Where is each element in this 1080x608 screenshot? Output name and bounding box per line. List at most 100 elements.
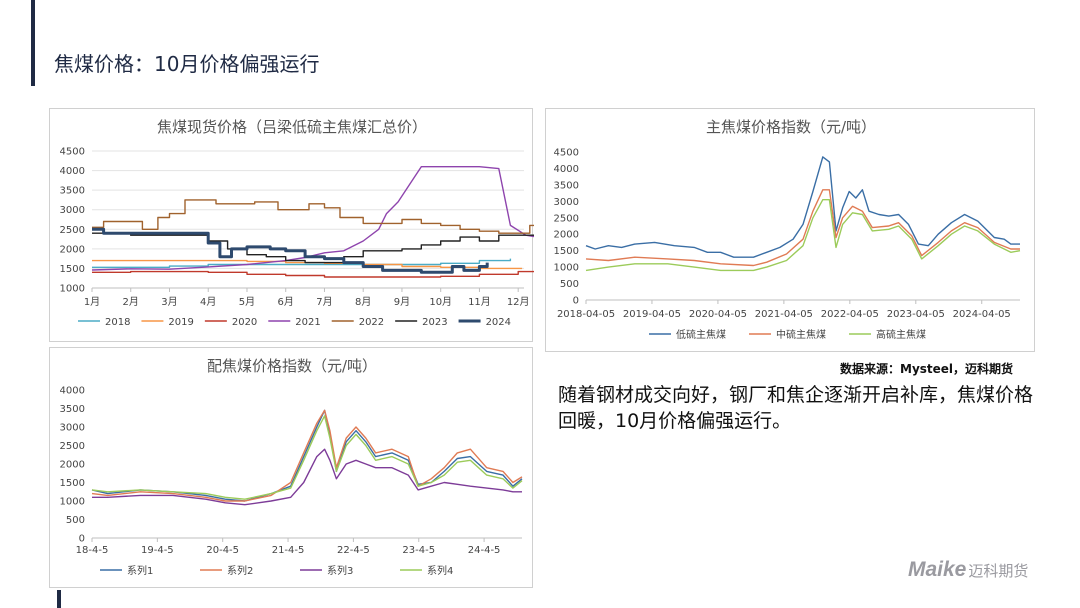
series-line-系列4 bbox=[91, 415, 523, 500]
legend-label: 2023 bbox=[422, 317, 447, 328]
y-tick-label: 4500 bbox=[554, 148, 579, 159]
chart-title: 配焦煤价格指数（元/吨） bbox=[207, 357, 377, 375]
y-tick-label: 4000 bbox=[60, 166, 85, 177]
legend: 2018 2019 2020 2021 2022 2023 2024 bbox=[78, 317, 511, 328]
title-accent-bar bbox=[31, 0, 35, 86]
y-tick-label: 3500 bbox=[60, 186, 85, 197]
legend-label: 中硫主焦煤 bbox=[776, 328, 826, 341]
spot-price-chart: 焦煤现货价格（吕梁低硫主焦煤汇总价） 1000 1500 2000 2500 3000 35… bbox=[49, 108, 534, 342]
x-tick-label: 3月 bbox=[161, 296, 177, 308]
x-tick-label: 5月 bbox=[239, 296, 255, 308]
x-tick-label: 2021-04-05 bbox=[755, 309, 813, 320]
y-tick-label: 3500 bbox=[554, 180, 579, 191]
y-tick-label: 2500 bbox=[60, 225, 85, 236]
x-tick-label: 10月 bbox=[429, 296, 452, 308]
main-coking-coal-index-chart: 主焦煤价格指数（元/吨） 0 500 1000 1500 2000 2500 3000 3500… bbox=[545, 108, 1035, 352]
y-tick-label: 2500 bbox=[60, 441, 85, 452]
series-line-系列3 bbox=[92, 448, 522, 506]
company-logo: Maike 迈科期货 bbox=[908, 556, 1028, 584]
x-tick-label: 2022-04-05 bbox=[821, 309, 879, 320]
x-tick-label: 18-4-5 bbox=[76, 545, 109, 556]
series-line-系列2 bbox=[91, 409, 523, 502]
legend-label: 2018 bbox=[105, 317, 130, 328]
series-lines bbox=[91, 166, 534, 278]
x-tick-label: 21-4-5 bbox=[272, 545, 305, 556]
x-tick-label: 9月 bbox=[394, 296, 410, 308]
x-tick-label: 1月 bbox=[84, 296, 100, 308]
series-line-高硫主焦煤 bbox=[585, 199, 1021, 272]
x-tick-label: 20-4-5 bbox=[206, 545, 239, 556]
logo-name: 迈科期货 bbox=[968, 561, 1029, 580]
footer-accent-bar bbox=[57, 590, 61, 608]
legend-label: 系列3 bbox=[327, 564, 353, 577]
x-tick-label: 19-4-5 bbox=[141, 545, 174, 556]
legend-label: 低硫主焦煤 bbox=[676, 328, 726, 341]
y-tick-label: 0 bbox=[573, 296, 579, 307]
x-tick-label: 2月 bbox=[123, 296, 139, 308]
legend-label: 2022 bbox=[359, 317, 384, 328]
y-tick-label: 4500 bbox=[60, 147, 85, 158]
y-tick-label: 3000 bbox=[60, 423, 85, 434]
chart-svg: 主焦煤价格指数（元/吨） 0 500 1000 1500 2000 2500 3000 3500… bbox=[554, 118, 1021, 341]
logo-mark: Maike bbox=[908, 558, 967, 581]
legend: 低硫主焦煤 中硫主焦煤 高硫主焦煤 bbox=[649, 328, 926, 341]
series-line-系列1 bbox=[91, 409, 523, 502]
legend-label: 2024 bbox=[486, 317, 511, 328]
chart-title: 焦煤现货价格（吕梁低硫主焦煤汇总价） bbox=[157, 118, 427, 136]
y-tick-label: 1500 bbox=[60, 478, 85, 489]
x-tick-label: 4月 bbox=[200, 296, 216, 308]
legend-label: 2021 bbox=[295, 317, 320, 328]
data-source: 数据来源：Mysteel，迈科期货 bbox=[840, 362, 1014, 376]
y-tick-label: 1000 bbox=[60, 284, 85, 295]
y-tick-label: 1500 bbox=[60, 264, 85, 275]
chart-title: 主焦煤价格指数（元/吨） bbox=[706, 118, 876, 136]
x-tick-label: 2023-04-05 bbox=[887, 309, 945, 320]
y-tick-label: 3500 bbox=[60, 404, 85, 415]
legend-label: 2020 bbox=[232, 317, 257, 328]
chart-svg: 配焦煤价格指数（元/吨） 0 500 1000 1500 2000 2500 3000 3500… bbox=[60, 357, 523, 577]
y-tick-label: 2500 bbox=[554, 213, 579, 224]
y-tick-label: 4000 bbox=[554, 164, 579, 175]
x-tick-label: 22-4-5 bbox=[337, 545, 370, 556]
y-tick-label: 1500 bbox=[554, 246, 579, 257]
y-tick-label: 4000 bbox=[60, 386, 85, 397]
slide-title: 焦煤价格：10月价格偏强运行 bbox=[54, 52, 320, 76]
chart-svg: 焦煤现货价格（吕梁低硫主焦煤汇总价） 1000 1500 2000 2500 3000 35… bbox=[60, 118, 534, 328]
series-lines bbox=[91, 409, 523, 506]
legend-label: 系列1 bbox=[127, 564, 153, 577]
y-tick-label: 2000 bbox=[60, 460, 85, 471]
x-tick-label: 2018-04-05 bbox=[557, 309, 615, 320]
y-tick-label: 500 bbox=[560, 279, 579, 290]
series-line-2020 bbox=[92, 270, 534, 278]
commentary-text: 随着钢材成交向好，钢厂和焦企逐渐开启补库，焦煤价格回暖，10月价格偏强运行。 bbox=[558, 384, 1034, 432]
legend-label: 2019 bbox=[168, 317, 193, 328]
x-tick-label: 2024-04-05 bbox=[953, 309, 1011, 320]
x-tick-label: 8月 bbox=[355, 296, 371, 308]
x-tick-label: 24-4-5 bbox=[468, 545, 501, 556]
y-tick-label: 1000 bbox=[554, 263, 579, 274]
series-line-中硫主焦煤 bbox=[585, 189, 1020, 267]
legend-label: 高硫主焦煤 bbox=[876, 328, 926, 341]
y-tick-label: 3000 bbox=[554, 197, 579, 208]
y-tick-label: 2000 bbox=[60, 244, 85, 255]
series-line-2024 bbox=[92, 227, 489, 274]
legend: 系列1 系列2 系列3 系列4 bbox=[100, 564, 453, 577]
x-tick-label: 23-4-5 bbox=[402, 545, 435, 556]
x-tick-label: 6月 bbox=[278, 296, 294, 308]
series-line-低硫主焦煤 bbox=[585, 156, 1020, 258]
series-lines bbox=[585, 156, 1021, 272]
x-tick-label: 12月 bbox=[507, 296, 530, 308]
x-tick-label: 7月 bbox=[316, 296, 332, 308]
series-line-2022 bbox=[92, 199, 534, 234]
y-tick-label: 0 bbox=[79, 534, 85, 545]
y-tick-label: 3000 bbox=[60, 205, 85, 216]
x-tick-label: 2020-04-05 bbox=[689, 309, 747, 320]
y-tick-label: 500 bbox=[66, 515, 85, 526]
legend-label: 系列4 bbox=[427, 564, 453, 577]
x-tick-label: 11月 bbox=[468, 296, 491, 308]
legend-label: 系列2 bbox=[227, 564, 253, 577]
y-tick-label: 2000 bbox=[554, 230, 579, 241]
series-line-2018 bbox=[92, 258, 512, 268]
series-line-2021 bbox=[91, 166, 534, 271]
y-tick-label: 1000 bbox=[60, 497, 85, 508]
